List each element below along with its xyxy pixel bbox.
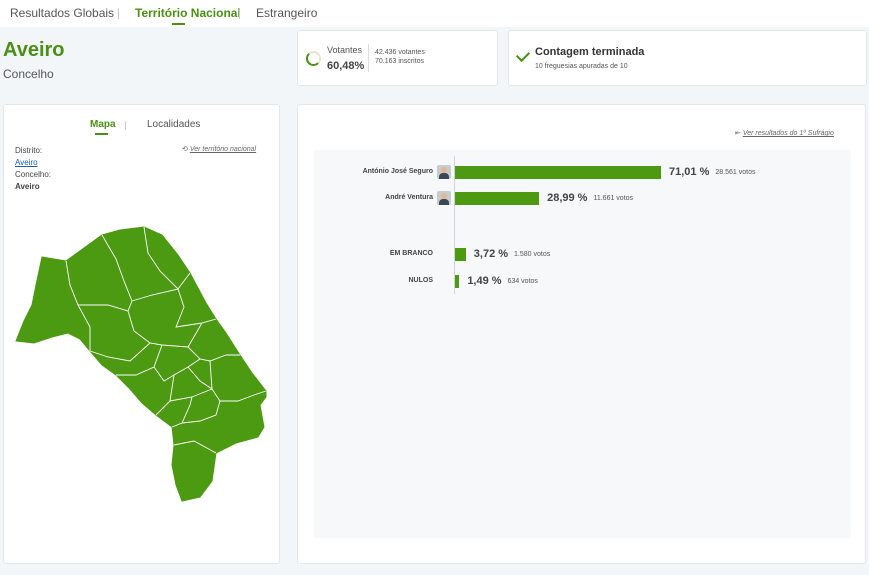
result-votes: 1.580 votos (514, 251, 551, 258)
results-panel: ⇤ Ver resultados do 1º Sufrágio António … (297, 104, 866, 564)
top-navigation: Resultados Globais Território Nacional E… (0, 0, 869, 27)
candidate-avatar (437, 165, 451, 179)
result-votes: 634 votos (507, 278, 538, 285)
tab-separator (118, 8, 119, 19)
candidate-avatar (437, 191, 451, 205)
results-chart: António José Seguro 71,01 % 28.561 votos An… (314, 150, 851, 538)
result-percent: 28,99 % (547, 192, 588, 204)
result-bar[interactable] (455, 248, 466, 261)
contagem-title: Contagem terminada (535, 46, 645, 58)
ver-territorio-link[interactable]: ⟲ Ver território nacional (182, 145, 256, 153)
votantes-label: Votantes (327, 45, 363, 55)
map-panel: Mapa Localidades Distrito: Aveiro Concel… (3, 104, 280, 564)
distrito-link[interactable]: Aveiro (15, 158, 38, 167)
avatar-head (441, 167, 447, 173)
result-percent: 71,01 % (669, 166, 710, 178)
tab-resultados-globais[interactable]: Resultados Globais (10, 6, 115, 20)
distrito-label: Distrito: (15, 146, 43, 155)
active-tab-indicator (172, 23, 185, 25)
card-divider (368, 44, 369, 72)
page-title: Aveiro (3, 39, 65, 61)
ver-primeiro-sufragio-label: Ver resultados do 1º Sufrágio (742, 130, 834, 137)
result-percent: 1,49 % (467, 275, 502, 287)
result-bar[interactable] (455, 166, 661, 179)
arrow-left-bar-icon: ⇤ (735, 130, 741, 137)
tab-separator (125, 121, 126, 130)
chart-axis-line (454, 156, 455, 294)
ver-primeiro-sufragio-link[interactable]: ⇤ Ver resultados do 1º Sufrágio (735, 129, 834, 137)
active-tab-indicator (95, 133, 108, 135)
avatar-body (439, 199, 449, 205)
history-back-icon: ⟲ (182, 146, 188, 153)
votantes-percent: 60,48% (327, 60, 365, 72)
result-name: NULOS (408, 277, 434, 284)
result-name: André Ventura (385, 194, 433, 201)
municipality-map (15, 226, 267, 502)
concelho-label: Concelho: (15, 170, 52, 179)
tab-localidades[interactable]: Localidades (147, 119, 201, 130)
result-bar[interactable] (455, 275, 460, 288)
tab-mapa[interactable]: Mapa (90, 119, 116, 130)
votantes-count: 42.436 votantes (375, 49, 425, 56)
contagem-detail: 10 freguesias apuradas de 10 (535, 63, 628, 70)
result-bar[interactable] (455, 192, 540, 205)
result-votes: 11.661 votos (593, 195, 634, 202)
inscritos-count: 70.163 inscritos (375, 58, 425, 65)
tab-separator (239, 8, 240, 19)
result-votes: 28.561 votos (715, 169, 756, 176)
parish-borders (65, 226, 267, 454)
checkmark-icon (515, 47, 531, 63)
ver-territorio-label: Ver território nacional (189, 146, 257, 153)
tab-territorio-nacional[interactable]: Território Nacional (135, 6, 241, 20)
page-subtitle: Concelho (3, 67, 54, 81)
map-outline[interactable] (15, 226, 267, 502)
concelho-value: Aveiro (15, 182, 40, 191)
votantes-card: Votantes 60,48% 42.436 votantes 70.163 i… (297, 30, 498, 86)
result-percent: 3,72 % (473, 248, 509, 260)
result-name: EM BRANCO (389, 250, 433, 257)
avatar-body (439, 173, 449, 179)
progress-ring-icon (306, 51, 321, 66)
avatar-head (441, 193, 447, 199)
result-name: António José Seguro (362, 168, 433, 175)
contagem-card: Contagem terminada 10 freguesias apurada… (508, 30, 867, 86)
tab-estrangeiro[interactable]: Estrangeiro (256, 6, 318, 20)
